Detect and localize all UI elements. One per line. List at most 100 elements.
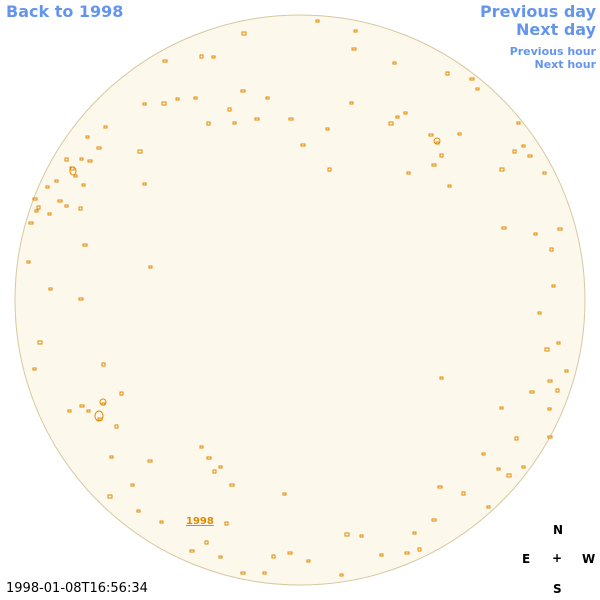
feature — [28, 221, 34, 225]
feature — [282, 492, 287, 496]
feature — [57, 199, 63, 203]
feature — [327, 167, 332, 172]
solar-disk — [14, 14, 586, 586]
feature — [447, 184, 452, 188]
feature — [445, 71, 450, 76]
previous-hour-link[interactable]: Previous hour — [509, 45, 596, 58]
feature — [130, 483, 135, 487]
feature — [379, 553, 384, 557]
feature — [137, 149, 143, 154]
back-link[interactable]: Back to 1998 — [6, 2, 124, 21]
feature — [547, 435, 553, 439]
feature — [34, 209, 39, 213]
feature — [556, 341, 561, 345]
feature — [529, 390, 535, 394]
feature — [227, 107, 232, 112]
feature — [99, 398, 107, 406]
feature — [486, 505, 491, 509]
feature — [433, 137, 441, 145]
feature — [349, 101, 354, 105]
feature — [94, 410, 104, 422]
feature — [147, 459, 153, 463]
feature — [359, 534, 364, 538]
feature — [175, 97, 180, 101]
feature — [232, 121, 237, 125]
timestamp: 1998-01-08T16:56:34 — [6, 581, 148, 596]
feature — [265, 96, 270, 100]
feature — [544, 347, 550, 352]
feature — [417, 547, 422, 552]
feature — [142, 102, 147, 106]
feature — [101, 362, 106, 367]
feature — [81, 183, 86, 187]
feature — [45, 185, 50, 189]
west: W — [582, 552, 596, 566]
next-day-link[interactable]: Next day — [516, 20, 596, 39]
east: E — [522, 552, 531, 566]
feature — [78, 206, 83, 211]
feature — [514, 436, 519, 441]
previous-day-link[interactable]: Previous day — [479, 2, 596, 21]
feature — [501, 226, 507, 230]
feature — [564, 369, 569, 373]
feature — [199, 445, 204, 449]
feature — [206, 456, 212, 460]
year-label[interactable]: 1998 — [186, 516, 214, 527]
feature — [516, 121, 521, 125]
feature — [82, 243, 88, 247]
feature — [339, 573, 344, 577]
feature — [395, 115, 400, 119]
feature — [555, 388, 560, 393]
feature — [103, 125, 108, 129]
feature — [475, 87, 480, 91]
feature — [54, 179, 59, 183]
feature — [254, 117, 260, 121]
feature — [240, 571, 246, 575]
feature — [119, 391, 124, 396]
feature — [36, 205, 41, 210]
feature — [240, 89, 246, 93]
feature — [521, 144, 526, 148]
feature — [431, 518, 437, 522]
feature — [241, 31, 247, 36]
feature — [306, 559, 311, 563]
feature — [271, 554, 276, 559]
feature — [392, 61, 397, 65]
south: S — [553, 582, 562, 596]
feature — [547, 407, 552, 411]
feature — [67, 409, 72, 413]
feature — [85, 135, 90, 139]
features — [26, 19, 569, 577]
feature — [262, 571, 267, 575]
feature — [87, 159, 93, 163]
feature — [79, 157, 84, 161]
feature — [300, 143, 306, 147]
feature — [32, 197, 38, 201]
feature — [73, 174, 78, 178]
feature — [109, 455, 114, 459]
feature — [533, 232, 538, 236]
feature — [64, 157, 69, 162]
feature — [199, 54, 204, 59]
feature — [537, 311, 542, 315]
feature — [344, 532, 350, 537]
feature — [161, 101, 167, 106]
feature — [315, 19, 320, 23]
feature — [461, 491, 466, 496]
feature — [79, 404, 85, 408]
next-hour-link[interactable]: Next hour — [534, 58, 597, 71]
feature — [229, 483, 235, 487]
feature — [557, 227, 563, 231]
feature — [403, 111, 408, 115]
feature — [206, 121, 211, 126]
feature — [47, 212, 52, 216]
feature — [287, 551, 293, 555]
feature — [499, 167, 505, 172]
feature — [439, 153, 444, 158]
feature — [431, 163, 437, 167]
feature — [288, 117, 294, 121]
feature — [162, 59, 168, 63]
feature — [48, 287, 53, 291]
feature — [457, 132, 462, 136]
